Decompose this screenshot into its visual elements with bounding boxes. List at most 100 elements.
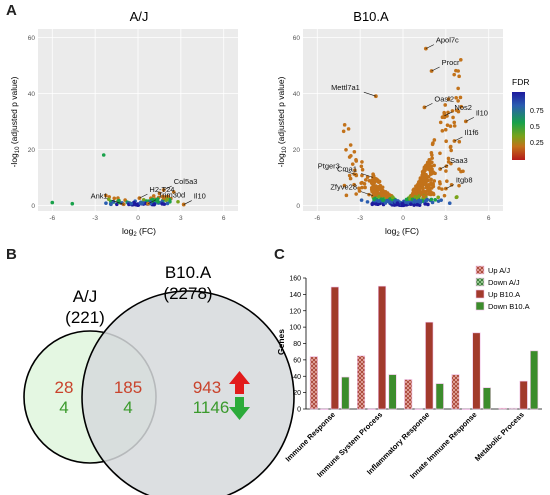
volcano-b10a-point (433, 171, 437, 176)
volcano-aj-point-label: H2-T24 (149, 185, 174, 194)
volcano-b10a-point (444, 169, 448, 173)
volcano-b10a-point (429, 197, 434, 202)
volcano-b10a-point (457, 167, 461, 171)
bar-chart-go-terms: 0 20 40 60 80 100 120 140 160 Immune ResponseImm… (276, 265, 542, 481)
volcano-b10a-y-tick-label: 20 (293, 147, 301, 154)
volcano-b10a-point (346, 127, 351, 131)
volcano-b10a-point (443, 103, 448, 107)
volcano-b10a-point (370, 202, 375, 207)
fdr-legend-colorbar (512, 92, 525, 160)
volcano-b10a-point-label: Nos2 (454, 103, 472, 112)
up-arrow-icon (229, 371, 250, 394)
volcano-b10a-point (457, 183, 461, 188)
volcano-b10a-x-tick-label: -6 (314, 215, 320, 222)
bar-legend-swatch (475, 277, 485, 287)
volcano-b10a-point (377, 187, 382, 192)
volcano-b10a-point (422, 180, 427, 185)
volcano-aj-y-tick-label: 60 (28, 35, 36, 42)
venn-b10a-only-up: 943 (193, 378, 221, 397)
volcano-b10a-label-leader (360, 191, 374, 196)
volcano-b10a-point (381, 193, 385, 197)
volcano-b10a-point (348, 176, 353, 181)
volcano-b10a-label-leader (343, 170, 356, 175)
volcano-b10a-point (357, 186, 361, 191)
volcano-b10a-point (438, 120, 443, 125)
volcano-b10a-point (430, 156, 434, 160)
volcano-b10a-point-label: Apol7c (436, 36, 459, 45)
volcano-aj-point (109, 202, 113, 207)
volcano-b10a-point (347, 173, 352, 178)
volcano-b10a-point (459, 58, 463, 62)
volcano-aj-point-label: Il10 (194, 192, 206, 201)
bar-up-b10-a (425, 321, 434, 410)
volcano-b10a-point (421, 176, 426, 181)
volcano-b10a-point (457, 139, 462, 144)
volcano-b10a-point (426, 178, 430, 183)
bar-chart-y-label: Genes (276, 329, 286, 355)
volcano-b10a-point-label: Cma1 (337, 164, 357, 173)
fdr-legend-tick-050: 0.5 (530, 124, 540, 131)
volcano-b10a-point (409, 202, 413, 207)
bar-up-a-j (451, 374, 460, 410)
bar-up-b10-a (519, 380, 528, 410)
volcano-b10a-point (420, 186, 425, 190)
volcano-b10a-point-label: Itgb8 (456, 176, 473, 185)
volcano-b10a-point (426, 202, 430, 207)
venn-overlap-up: 185 (114, 378, 142, 397)
venn-overlap-down: 4 (123, 398, 132, 417)
bar-chart-y-tick-label: 0 (297, 407, 301, 414)
volcano-aj-point (138, 201, 143, 205)
volcano-b10a-point (433, 198, 438, 202)
volcano-b10a-point (429, 180, 433, 185)
volcano-b10a-point (458, 95, 463, 100)
volcano-b10a-point (385, 199, 389, 204)
volcano-b10a-point (341, 129, 346, 134)
volcano-b10a-point (454, 195, 459, 200)
volcano-aj-point-label: Ank1 (91, 191, 108, 200)
venn-circle-b10a (81, 290, 295, 495)
venn-set-b10a-name: B10.A (165, 263, 212, 282)
volcano-b10a-point (437, 186, 441, 190)
volcano-aj-y-tick-label: 0 (31, 203, 35, 210)
volcano-b10a-point (452, 72, 457, 77)
volcano-b10a-point (374, 184, 378, 189)
volcano-b10a-label-leader (424, 103, 433, 108)
bar-up-b10-a (377, 285, 387, 410)
volcano-b10a-point-label: Mettl7a1 (331, 83, 360, 92)
volcano-b10a-title: B10.A (353, 9, 389, 24)
panel-letter-c: C (274, 246, 285, 263)
bar-down-a-j (414, 408, 423, 410)
volcano-b10a-point (429, 177, 433, 182)
volcano-b10a-point (353, 168, 357, 172)
bar-legend-label: Up B10.A (488, 290, 520, 299)
volcano-b10a-point (421, 169, 426, 173)
volcano-b10a-point (347, 155, 352, 159)
volcano-b10a-point (359, 164, 364, 169)
volcano-b10a-point (437, 180, 442, 184)
volcano-b10a-point (360, 160, 364, 164)
bar-chart-y-tick-label: 60 (293, 357, 301, 364)
bar-down-b10-a (482, 387, 492, 410)
fdr-legend-title: FDR (512, 77, 529, 87)
venn-set-b10a-total: (2278) (163, 284, 212, 303)
volcano-b10a-x-tick-label: 0 (401, 215, 405, 222)
volcano-aj-title: A/J (130, 9, 149, 24)
volcano-b10a-point-label: Il10 (476, 108, 488, 117)
volcano-b10a-point (354, 159, 359, 163)
volcano-b10a-point (418, 199, 423, 204)
volcano-b10a-point (456, 99, 460, 103)
bar-up-a-j (404, 379, 413, 410)
volcano-b10a-point (440, 129, 445, 133)
bar-chart-y-tick-label: 140 (289, 292, 301, 299)
volcano-b10a-point (381, 198, 386, 203)
volcano-aj-point (157, 191, 162, 196)
volcano-aj-x-tick-label: -6 (49, 215, 55, 222)
volcano-b10a-label-leader (444, 111, 453, 117)
volcano-aj-label-leader (147, 199, 157, 204)
bar-chart-y-tick-label: 20 (293, 390, 301, 397)
volcano-aj-point (106, 197, 111, 202)
volcano-b10a-point (430, 142, 435, 147)
volcano-b10a-label-leader (440, 164, 449, 170)
